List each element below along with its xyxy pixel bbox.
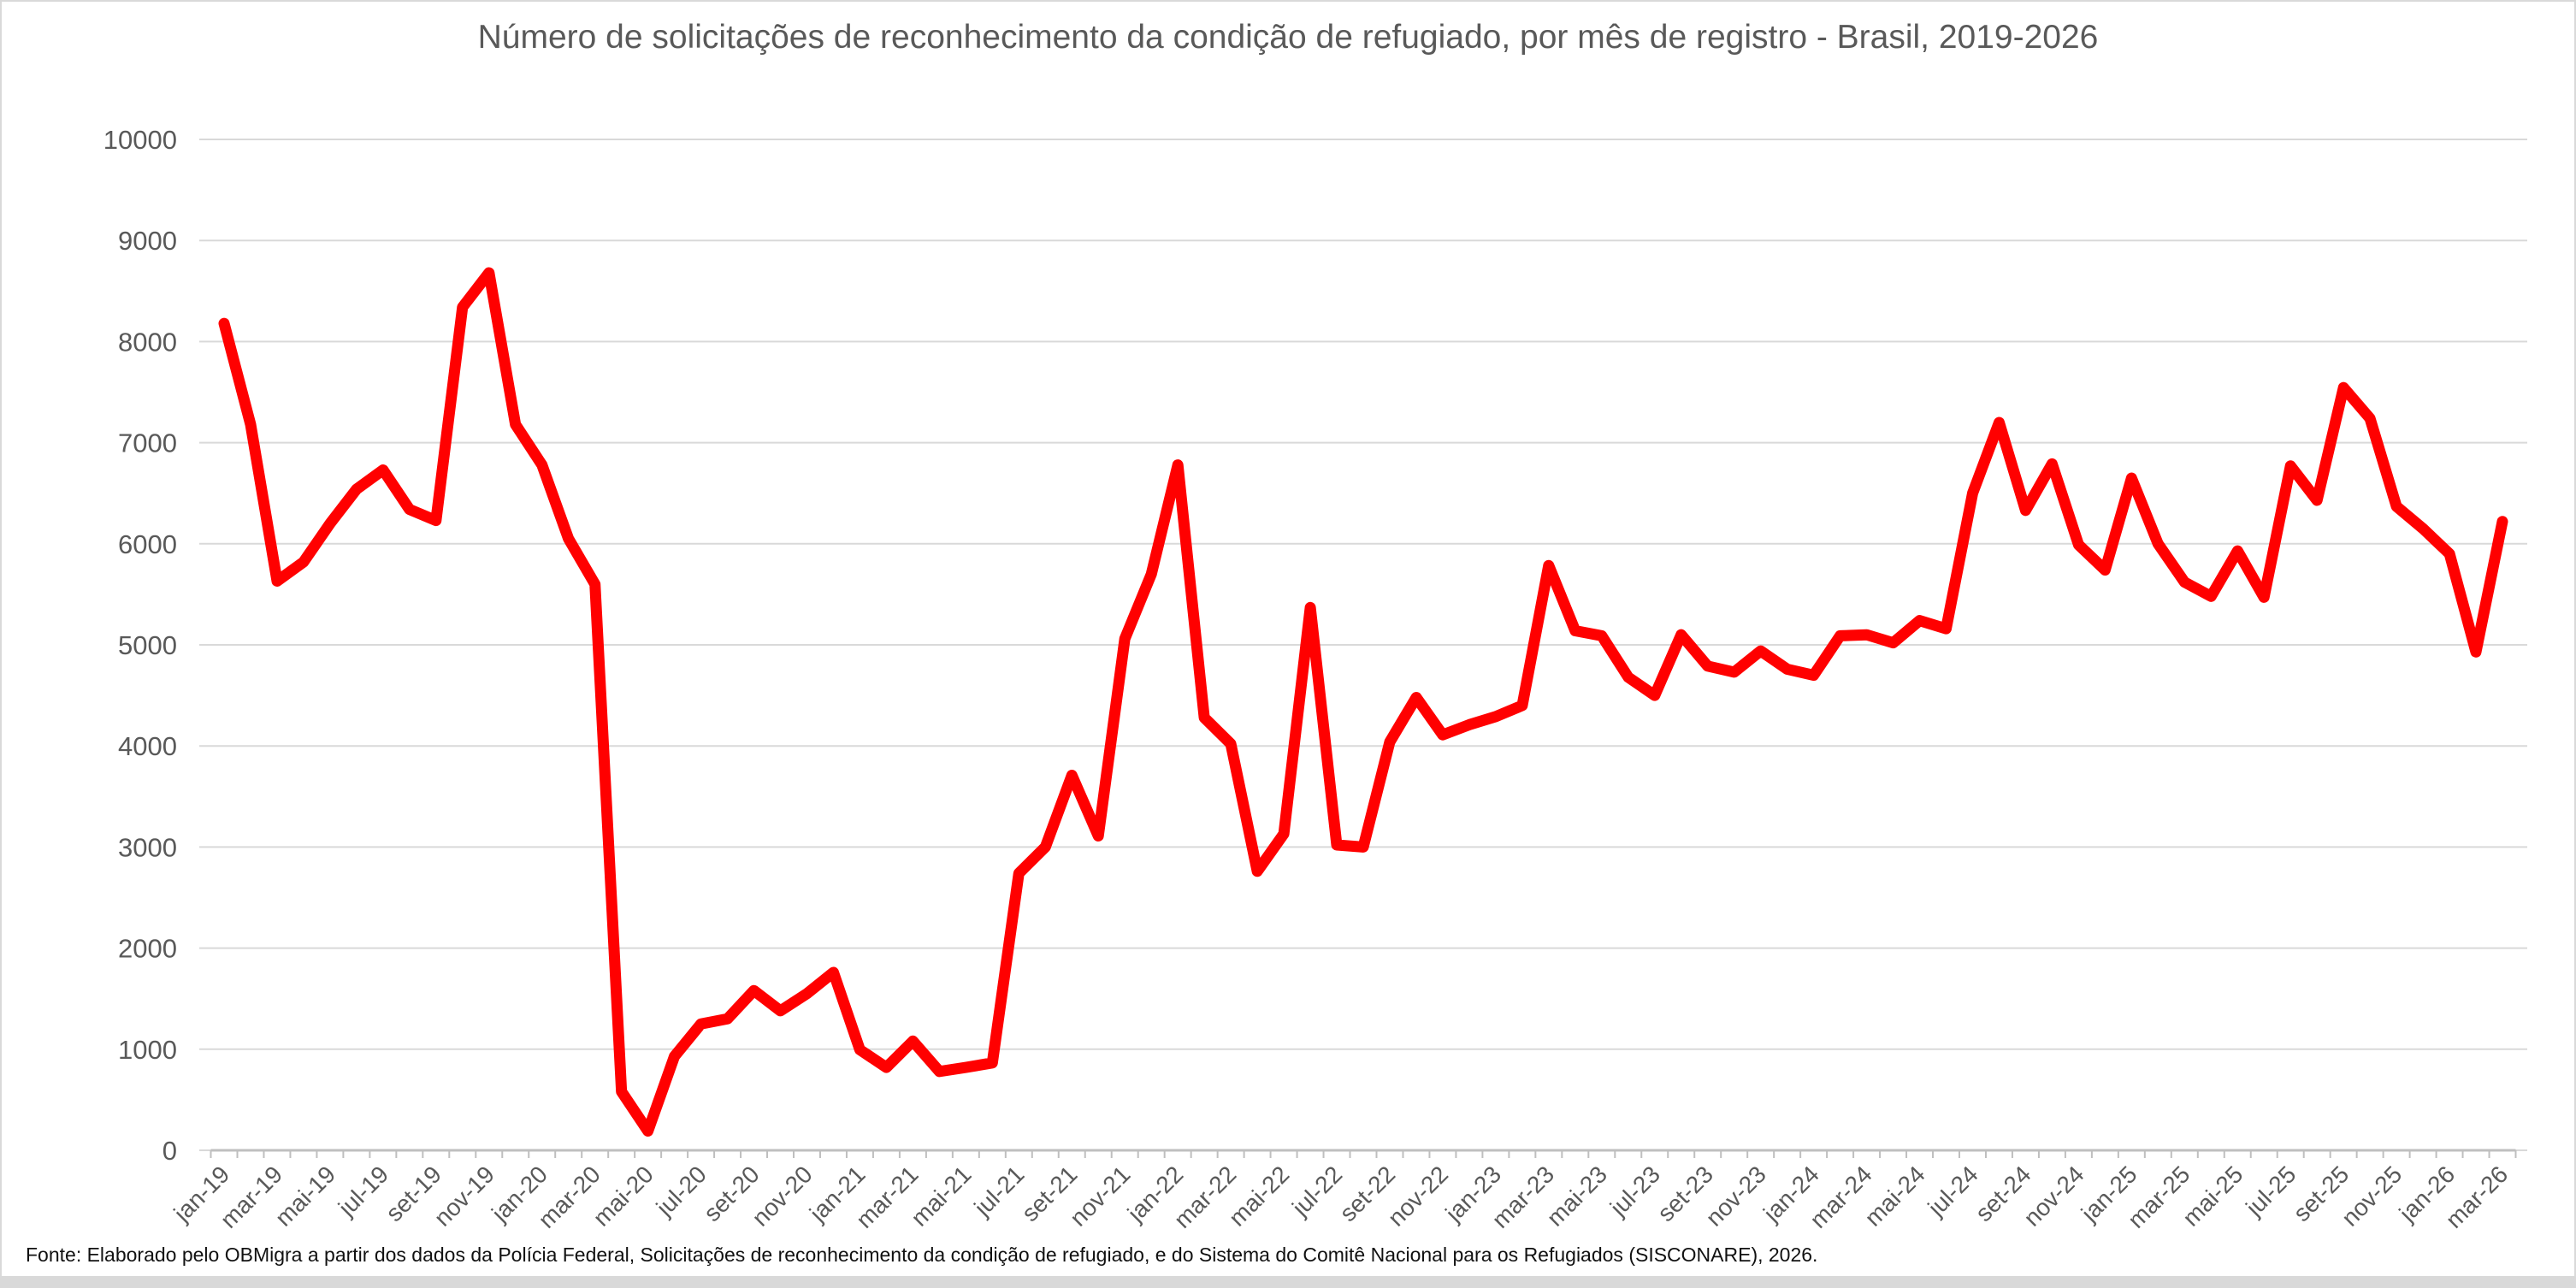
x-tick-label: nov-25: [2337, 1161, 2407, 1231]
x-tick-label: nov-22: [1383, 1161, 1453, 1231]
chart-title: Número de solicitações de reconhecimento…: [477, 19, 2099, 56]
y-tick-label: 7000: [118, 428, 177, 458]
data-series-line: [218, 267, 2508, 1137]
x-tick-label: mai-22: [1224, 1161, 1294, 1231]
y-tick-label: 9000: [118, 226, 177, 256]
x-axis: [210, 1149, 2517, 1158]
x-tick-label: mai-20: [588, 1161, 658, 1231]
x-tick-label: nov-23: [1700, 1161, 1770, 1231]
x-tick-label: nov-20: [747, 1161, 817, 1231]
source-footnote: Fonte: Elaborado pelo OBMigra a partir d…: [26, 1244, 1818, 1266]
y-tick-label: 3000: [118, 832, 177, 862]
x-tick-label: mai-24: [1859, 1161, 1929, 1231]
x-tick-label: nov-24: [2018, 1161, 2089, 1231]
y-tick-label: 4000: [118, 731, 177, 761]
x-axis-labels: jan-19mar-19mai-19jul-19set-19nov-19jan-…: [168, 1161, 2514, 1233]
x-tick-label: nov-19: [429, 1161, 499, 1231]
x-tick-label: mai-23: [1542, 1161, 1612, 1231]
x-tick-label: mai-19: [270, 1161, 340, 1231]
y-axis-labels: 0 1000 2000 3000 4000 5000 6000 7000 8000 9000 100…: [103, 125, 177, 1166]
x-tick-label: mai-25: [2177, 1161, 2248, 1231]
y-tick-label: 6000: [118, 529, 177, 559]
y-tick-label: 2000: [118, 934, 177, 964]
window-edge-bar: [2, 1276, 2574, 1286]
y-tick-label: 1000: [118, 1035, 177, 1065]
x-tick-label: mai-21: [906, 1161, 976, 1231]
y-tick-label: 5000: [118, 630, 177, 660]
x-tick-label: nov-21: [1065, 1161, 1135, 1231]
y-tick-label: 0: [162, 1136, 177, 1166]
y-tick-label: 10000: [103, 125, 177, 155]
y-tick-label: 8000: [118, 327, 177, 357]
gridlines: [199, 139, 2527, 1151]
